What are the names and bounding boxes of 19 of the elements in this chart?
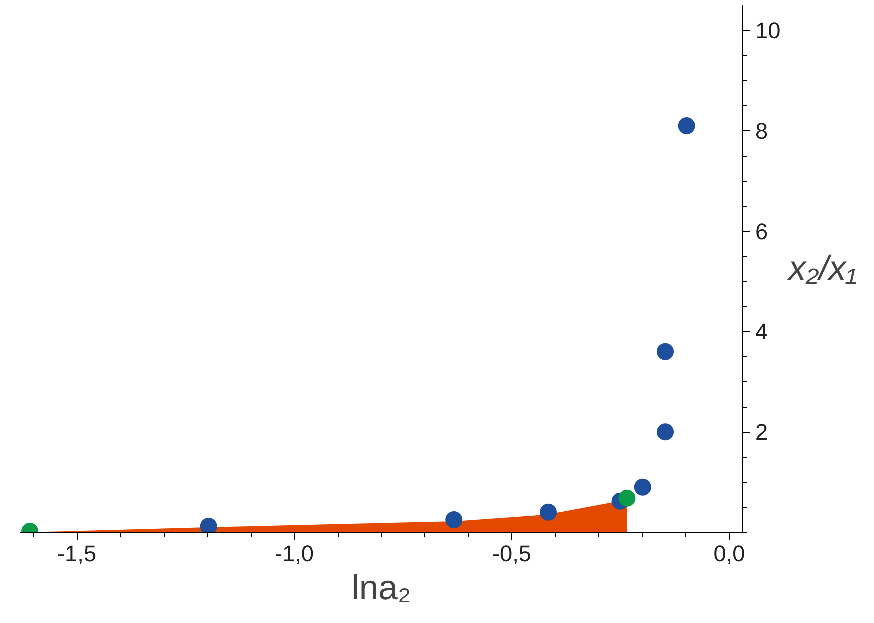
y-tick-label: 8 bbox=[756, 118, 768, 144]
y-tick-label: 10 bbox=[756, 18, 781, 44]
y-tick-label: 6 bbox=[756, 218, 768, 244]
point bbox=[200, 518, 218, 532]
point bbox=[446, 511, 463, 528]
point bbox=[678, 117, 696, 134]
y-axis-title: x₂/x₁ bbox=[786, 250, 858, 288]
y-tick-label: 4 bbox=[756, 318, 768, 345]
y-tick-label: 2 bbox=[756, 419, 768, 446]
point bbox=[657, 343, 674, 360]
point bbox=[618, 490, 636, 507]
x-tick-label: 0,0 bbox=[714, 540, 746, 566]
x-tick-label: -1,0 bbox=[274, 540, 314, 566]
point bbox=[657, 424, 674, 441]
point bbox=[540, 504, 558, 521]
x-tick-label: -1,5 bbox=[58, 540, 97, 566]
x-tick-label: -0,5 bbox=[492, 540, 532, 566]
point bbox=[634, 478, 652, 496]
x-axis-title: lna₂ bbox=[352, 570, 412, 608]
